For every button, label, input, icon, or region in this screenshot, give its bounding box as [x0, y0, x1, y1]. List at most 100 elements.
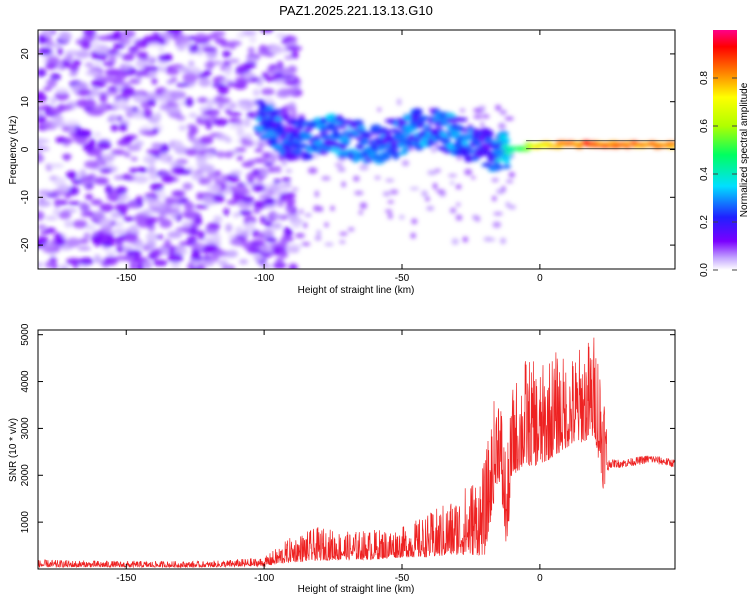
- spectrogram-cell: [133, 213, 148, 222]
- spectrogram-cell: [68, 124, 76, 133]
- colorbar-tick-label: 0.2: [699, 215, 710, 229]
- spectrogram-cell: [93, 52, 108, 61]
- spectrogram-cell: [669, 142, 675, 146]
- spectrogram-cell: [426, 206, 435, 211]
- spectrogram-cell: [99, 203, 114, 213]
- spectrogram-cell: [492, 221, 502, 228]
- spectrogram-cell: [213, 250, 229, 257]
- spectrogram-cell: [38, 137, 46, 144]
- spectrogram-cell: [281, 113, 290, 121]
- spectrogram-cell: [458, 126, 466, 132]
- spectrogram-cell: [230, 170, 243, 176]
- spectrogram-cell: [113, 30, 123, 40]
- spectrogram-cell: [266, 104, 274, 110]
- snr-x-label: Height of straight line (km): [298, 584, 415, 595]
- spectrogram-cell: [258, 194, 271, 199]
- spectrogram-cell: [178, 169, 192, 175]
- spectrogram-cell: [285, 207, 294, 214]
- spectrogram-cell: [94, 254, 101, 264]
- spectrogram-cell: [80, 202, 88, 210]
- spectrogram-cell: [249, 76, 260, 83]
- spectrogram-cell: [246, 172, 256, 181]
- spectrogram-cell: [337, 167, 346, 172]
- spectrogram-cell: [101, 75, 117, 84]
- snr-y-ticks: 1000 2000 3000 4000 5000: [20, 323, 675, 533]
- spectrogram-cell: [38, 106, 47, 111]
- spectrogram-cell: [224, 67, 232, 76]
- spectrogram-cell: [500, 154, 513, 160]
- spectrogram-cell: [64, 220, 73, 228]
- spectrogram-cell: [263, 157, 270, 163]
- spectrogram-cell: [355, 144, 364, 150]
- spectrogram-cell: [196, 217, 203, 226]
- spectrogram-cell: [127, 249, 142, 257]
- spectrogram-cell: [110, 211, 122, 219]
- x-tick-label: -150: [116, 273, 136, 284]
- spectrogram-cell: [198, 177, 212, 185]
- spectrogram-cell: [122, 30, 136, 39]
- spectrogram-cell: [411, 108, 424, 116]
- spectrogram-cell: [358, 210, 363, 215]
- spectrogram-cell: [158, 46, 165, 52]
- spectrogram-cell: [293, 148, 303, 156]
- spectrogram-cell: [472, 214, 478, 221]
- spectrogram-cell: [364, 131, 372, 139]
- spectrogram-cell: [78, 257, 94, 266]
- spectrogram-cell: [113, 42, 126, 50]
- spectrogram-cell: [121, 53, 135, 62]
- spectrogram-cell: [238, 79, 251, 84]
- spectrogram-cell: [280, 67, 292, 76]
- spectrogram-cell: [359, 202, 368, 210]
- spectrogram-cell: [38, 142, 44, 147]
- spectrogram-cell: [493, 212, 503, 216]
- spectrogram-cell: [199, 114, 208, 120]
- spectrogram-cell: [236, 155, 244, 161]
- spectrogram-cell: [143, 260, 152, 269]
- spectrogram-cell: [196, 157, 208, 167]
- spectrogram-cell: [71, 84, 80, 94]
- spectrogram-cell: [96, 139, 112, 150]
- colorbar-label: Normalized spectral amplitude: [739, 82, 750, 217]
- spectrogram-cell: [213, 118, 229, 127]
- spectrogram-cell: [253, 157, 267, 164]
- spectrogram-cell: [205, 121, 212, 130]
- y-tick-label: -20: [20, 237, 31, 252]
- spectrogram-cell: [181, 220, 193, 228]
- spectrogram-cell: [175, 82, 190, 88]
- spectrogram-cell: [226, 173, 240, 183]
- spectrogram-cell: [471, 176, 476, 180]
- spectrogram-cell: [359, 164, 369, 171]
- spectrogram-cell: [122, 135, 135, 142]
- spectrogram-cell: [118, 123, 128, 132]
- spectrogram-cell: [82, 30, 97, 37]
- spectrogram-cell: [247, 159, 256, 165]
- spectrogram-cell: [272, 261, 287, 269]
- spectrogram-cell: [48, 163, 65, 169]
- spectrogram-cell: [430, 147, 437, 153]
- spectrogram-cell: [303, 222, 308, 229]
- spectrogram-cell: [402, 132, 410, 137]
- spectrogram-cell: [282, 160, 287, 166]
- spectrogram-cell: [339, 240, 346, 244]
- spectrogram-cell: [261, 71, 269, 79]
- spectrogram-cell: [493, 164, 504, 171]
- spectrogram-cell: [273, 178, 282, 184]
- spectrogram-cell: [120, 64, 131, 71]
- spectrogram-cell: [226, 81, 235, 88]
- spectrogram-cell: [281, 185, 289, 193]
- spectrogram-cell: [53, 199, 68, 204]
- spectrogram-cell: [456, 202, 461, 207]
- spectrogram-cell: [149, 182, 164, 192]
- colorbar: 0.0 0.2 0.4 0.6 0.8 Normalized spectral ampl…: [699, 30, 750, 277]
- spectrogram-cell: [236, 132, 246, 138]
- spectrogram-cell: [264, 204, 276, 210]
- spectrogram-cell: [334, 163, 344, 167]
- spectrogram-cell: [271, 222, 283, 230]
- spectrogram-cell: [203, 243, 218, 252]
- spectrogram-cell: [228, 124, 243, 129]
- spectrogram-cell: [505, 201, 511, 208]
- spectrogram-cell: [175, 115, 186, 121]
- y-tick-label: 20: [20, 48, 31, 60]
